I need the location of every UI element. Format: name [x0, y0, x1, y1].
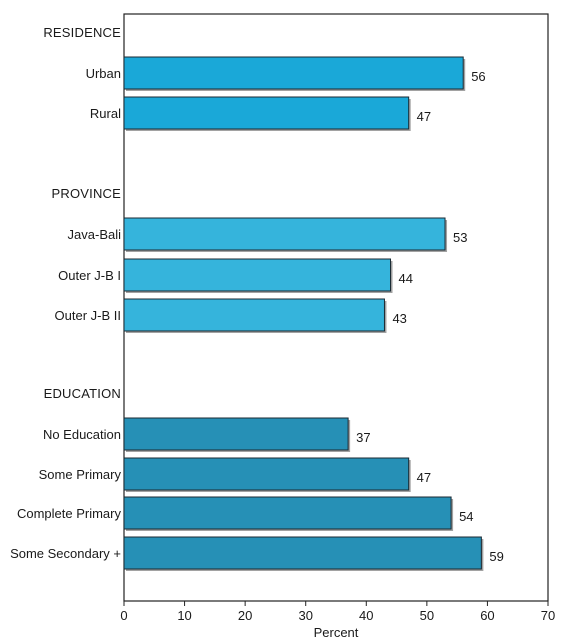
bar — [123, 56, 464, 90]
group-label: PROVINCE — [51, 186, 121, 201]
category-label: Java-Bali — [68, 227, 122, 242]
bar — [123, 536, 482, 570]
value-label: 54 — [459, 509, 473, 524]
bar — [123, 496, 452, 530]
bar — [123, 217, 446, 251]
value-label: 47 — [417, 470, 431, 485]
x-tick-label: 10 — [177, 608, 191, 623]
value-label: 43 — [392, 311, 406, 326]
value-label: 59 — [489, 549, 503, 564]
value-label: 44 — [399, 271, 413, 286]
category-label: Some Secondary + — [10, 546, 121, 561]
value-label: 47 — [417, 109, 431, 124]
bar — [123, 417, 349, 451]
chart-marks: RESIDENCE Urban 56 Rural 47 PROVINCE Java-Bali… — [10, 25, 555, 623]
category-label: No Education — [43, 427, 121, 442]
bar — [123, 298, 385, 332]
category-label: Outer J-B II — [55, 308, 121, 323]
bar — [123, 96, 410, 130]
category-label: Urban — [86, 66, 121, 81]
bar — [123, 457, 410, 491]
group-label: EDUCATION — [44, 386, 121, 401]
x-tick-label: 70 — [541, 608, 555, 623]
x-tick-label: 0 — [120, 608, 127, 623]
value-label: 56 — [471, 69, 485, 84]
value-label: 53 — [453, 230, 467, 245]
category-label: Complete Primary — [17, 506, 122, 521]
bar — [123, 258, 392, 292]
category-label: Outer J-B I — [58, 268, 121, 283]
group-label: RESIDENCE — [43, 25, 121, 40]
x-tick-label: 50 — [420, 608, 434, 623]
x-tick-label: 60 — [480, 608, 494, 623]
x-tick-label: 30 — [298, 608, 312, 623]
category-label: Some Primary — [39, 467, 122, 482]
x-axis-title: Percent — [314, 625, 359, 639]
x-tick-label: 20 — [238, 608, 252, 623]
value-label: 37 — [356, 430, 370, 445]
x-tick-label: 40 — [359, 608, 373, 623]
category-label: Rural — [90, 106, 121, 121]
